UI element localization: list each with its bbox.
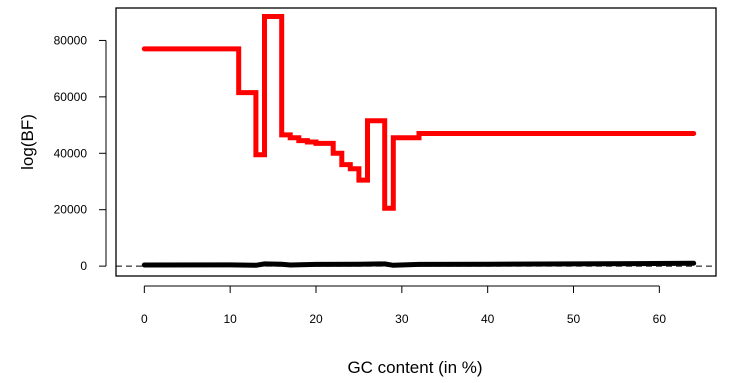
x-tick-label: 30: [395, 312, 409, 326]
x-axis: 0 10 20 30 40 50 60: [141, 285, 667, 326]
y-tick-label: 0: [80, 259, 87, 273]
series-line-2: [141, 260, 697, 268]
y-axis: 0 20000 40000 60000 80000: [54, 33, 107, 273]
plot-frame: [115, 7, 717, 277]
y-tick-label: 80000: [54, 33, 88, 47]
x-tick-label: 40: [481, 312, 495, 326]
y-tick-label: 60000: [54, 90, 88, 104]
series-layer: [141, 14, 697, 268]
x-tick-label: 10: [223, 312, 237, 326]
x-tick-label: 0: [141, 312, 148, 326]
x-axis-title: GC content (in %): [347, 358, 482, 377]
x-tick-label: 50: [567, 312, 581, 326]
y-tick-label: 20000: [54, 203, 88, 217]
x-tick-label: 20: [309, 312, 323, 326]
x-tick-label: 60: [653, 312, 667, 326]
y-tick-label: 40000: [54, 146, 88, 160]
series-line-1: [141, 14, 697, 211]
y-axis-title: log(BF): [18, 114, 37, 170]
